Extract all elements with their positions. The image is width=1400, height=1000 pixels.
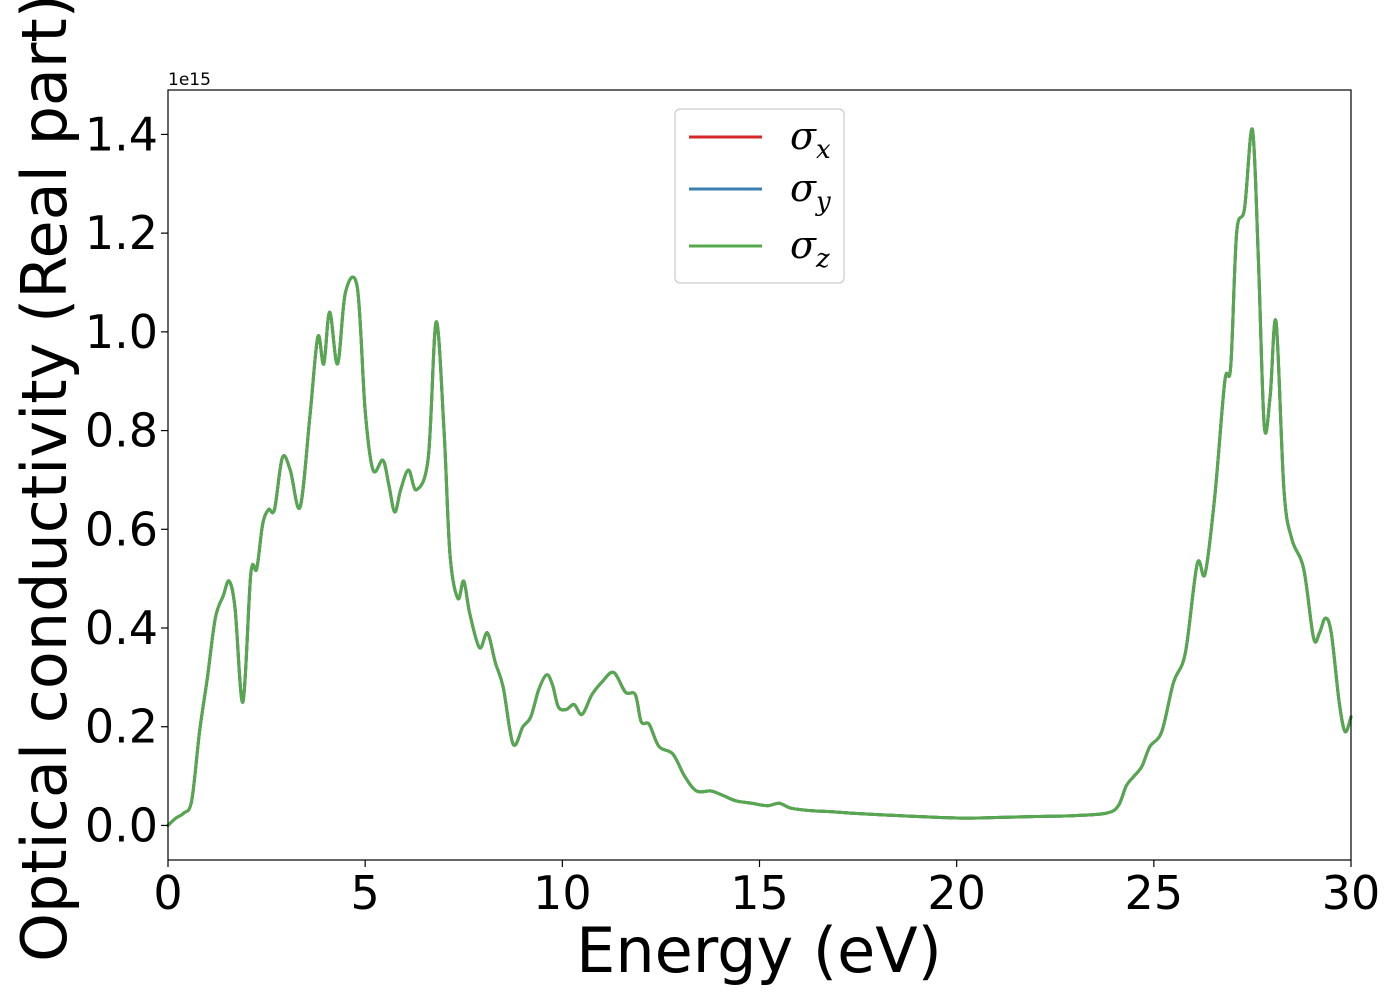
legend-label-symbol: σ [790, 114, 817, 158]
legend-label-x: σx [790, 114, 831, 165]
x-axis-ticks: 0 5 10 15 20 25 30 [153, 860, 1380, 920]
y-tick-label: 0.0 [85, 798, 158, 852]
legend-label-symbol: σ [790, 223, 817, 267]
y-tick-label: 0.6 [85, 502, 158, 556]
legend-label-z: σz [790, 223, 830, 274]
y-tick-label: 0.2 [85, 700, 158, 754]
legend-label-y: σy [790, 166, 831, 217]
legend-label-symbol: σ [790, 166, 817, 210]
y-tick-label: 0.8 [85, 404, 158, 458]
legend-label-subscript: z [815, 244, 830, 274]
x-tick-label: 25 [1125, 866, 1184, 920]
legend-label-subscript: y [815, 187, 831, 217]
y-tick-label: 1.4 [85, 107, 158, 161]
y-axis-ticks: 0.0 0.2 0.4 0.6 0.8 1.0 1.2 1.4 [85, 107, 168, 852]
x-tick-label: 0 [153, 866, 182, 920]
series-layer [166, 127, 1353, 827]
y-axis-label: Optical conductivity (Real part) [8, 0, 81, 962]
x-tick-label: 20 [927, 866, 986, 920]
y-tick-label: 1.0 [85, 305, 158, 359]
legend-label-subscript: x [816, 135, 831, 165]
y-tick-label: 0.4 [85, 601, 158, 655]
series-line-z [166, 127, 1353, 827]
legend-box [674, 108, 845, 284]
x-tick-label: 30 [1322, 866, 1381, 920]
x-axis-label: Energy (eV) [576, 914, 942, 987]
y-offset-label: 1e15 [168, 70, 211, 90]
x-tick-label: 15 [730, 866, 789, 920]
x-tick-label: 5 [351, 866, 380, 920]
x-tick-label: 10 [533, 866, 592, 920]
y-tick-label: 1.2 [85, 206, 158, 260]
